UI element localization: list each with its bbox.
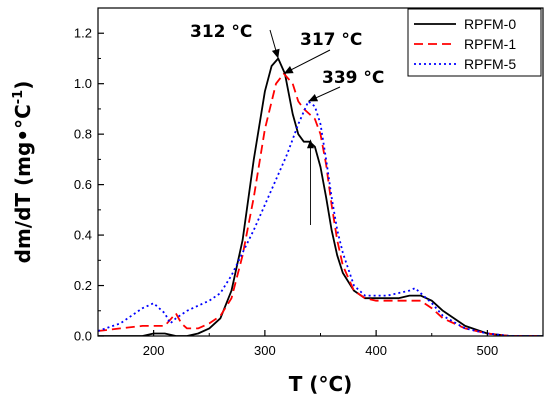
legend-label: RPFM-1 (464, 36, 516, 52)
legend-label: RPFM-0 (464, 16, 516, 32)
peak-annotation-label: 339 °C (322, 68, 384, 88)
arrowhead (271, 48, 280, 59)
series-line-rpfm-1 (98, 72, 543, 336)
y-tick-label: 0.4 (74, 228, 92, 243)
x-tick-label: 400 (365, 343, 387, 358)
y-tick-label: 0.6 (74, 177, 92, 192)
arrowhead (283, 65, 294, 74)
x-tick-label: 200 (143, 343, 165, 358)
x-axis-title: T (°C) (289, 372, 353, 396)
y-tick-label: 1.2 (74, 26, 92, 41)
legend-label: RPFM-5 (464, 56, 516, 72)
legend: RPFM-0 RPFM-1 RPFM-5 (407, 8, 542, 77)
legend-box (407, 8, 542, 77)
series-line-rpfm-0 (98, 57, 543, 336)
y-axis-title: dm/dT (mg•°C-1) (11, 81, 35, 264)
x-tick-label: 300 (254, 343, 276, 358)
x-tick-label: 500 (477, 343, 499, 358)
y-tick-label: 1.0 (74, 76, 92, 91)
annotation-layer: 312 °C 317 °C 339 °C (190, 22, 384, 225)
arrowhead (308, 94, 319, 102)
series-line-rpfm-5 (98, 100, 543, 336)
shoulder-arrowhead (306, 139, 314, 149)
y-tick-label: 0.2 (74, 278, 92, 293)
y-tick-label: 0.8 (74, 127, 92, 142)
series-layer (98, 57, 543, 336)
peak-annotation-label: 317 °C (300, 30, 362, 50)
y-tick-label: 0.0 (74, 329, 92, 344)
axes-layer: 200 300 400 500 0.0 0.2 0.4 0.6 0.8 1.0 1.2 T (°C) d… (11, 7, 544, 396)
peak-annotation-label: 312 °C (190, 22, 252, 42)
